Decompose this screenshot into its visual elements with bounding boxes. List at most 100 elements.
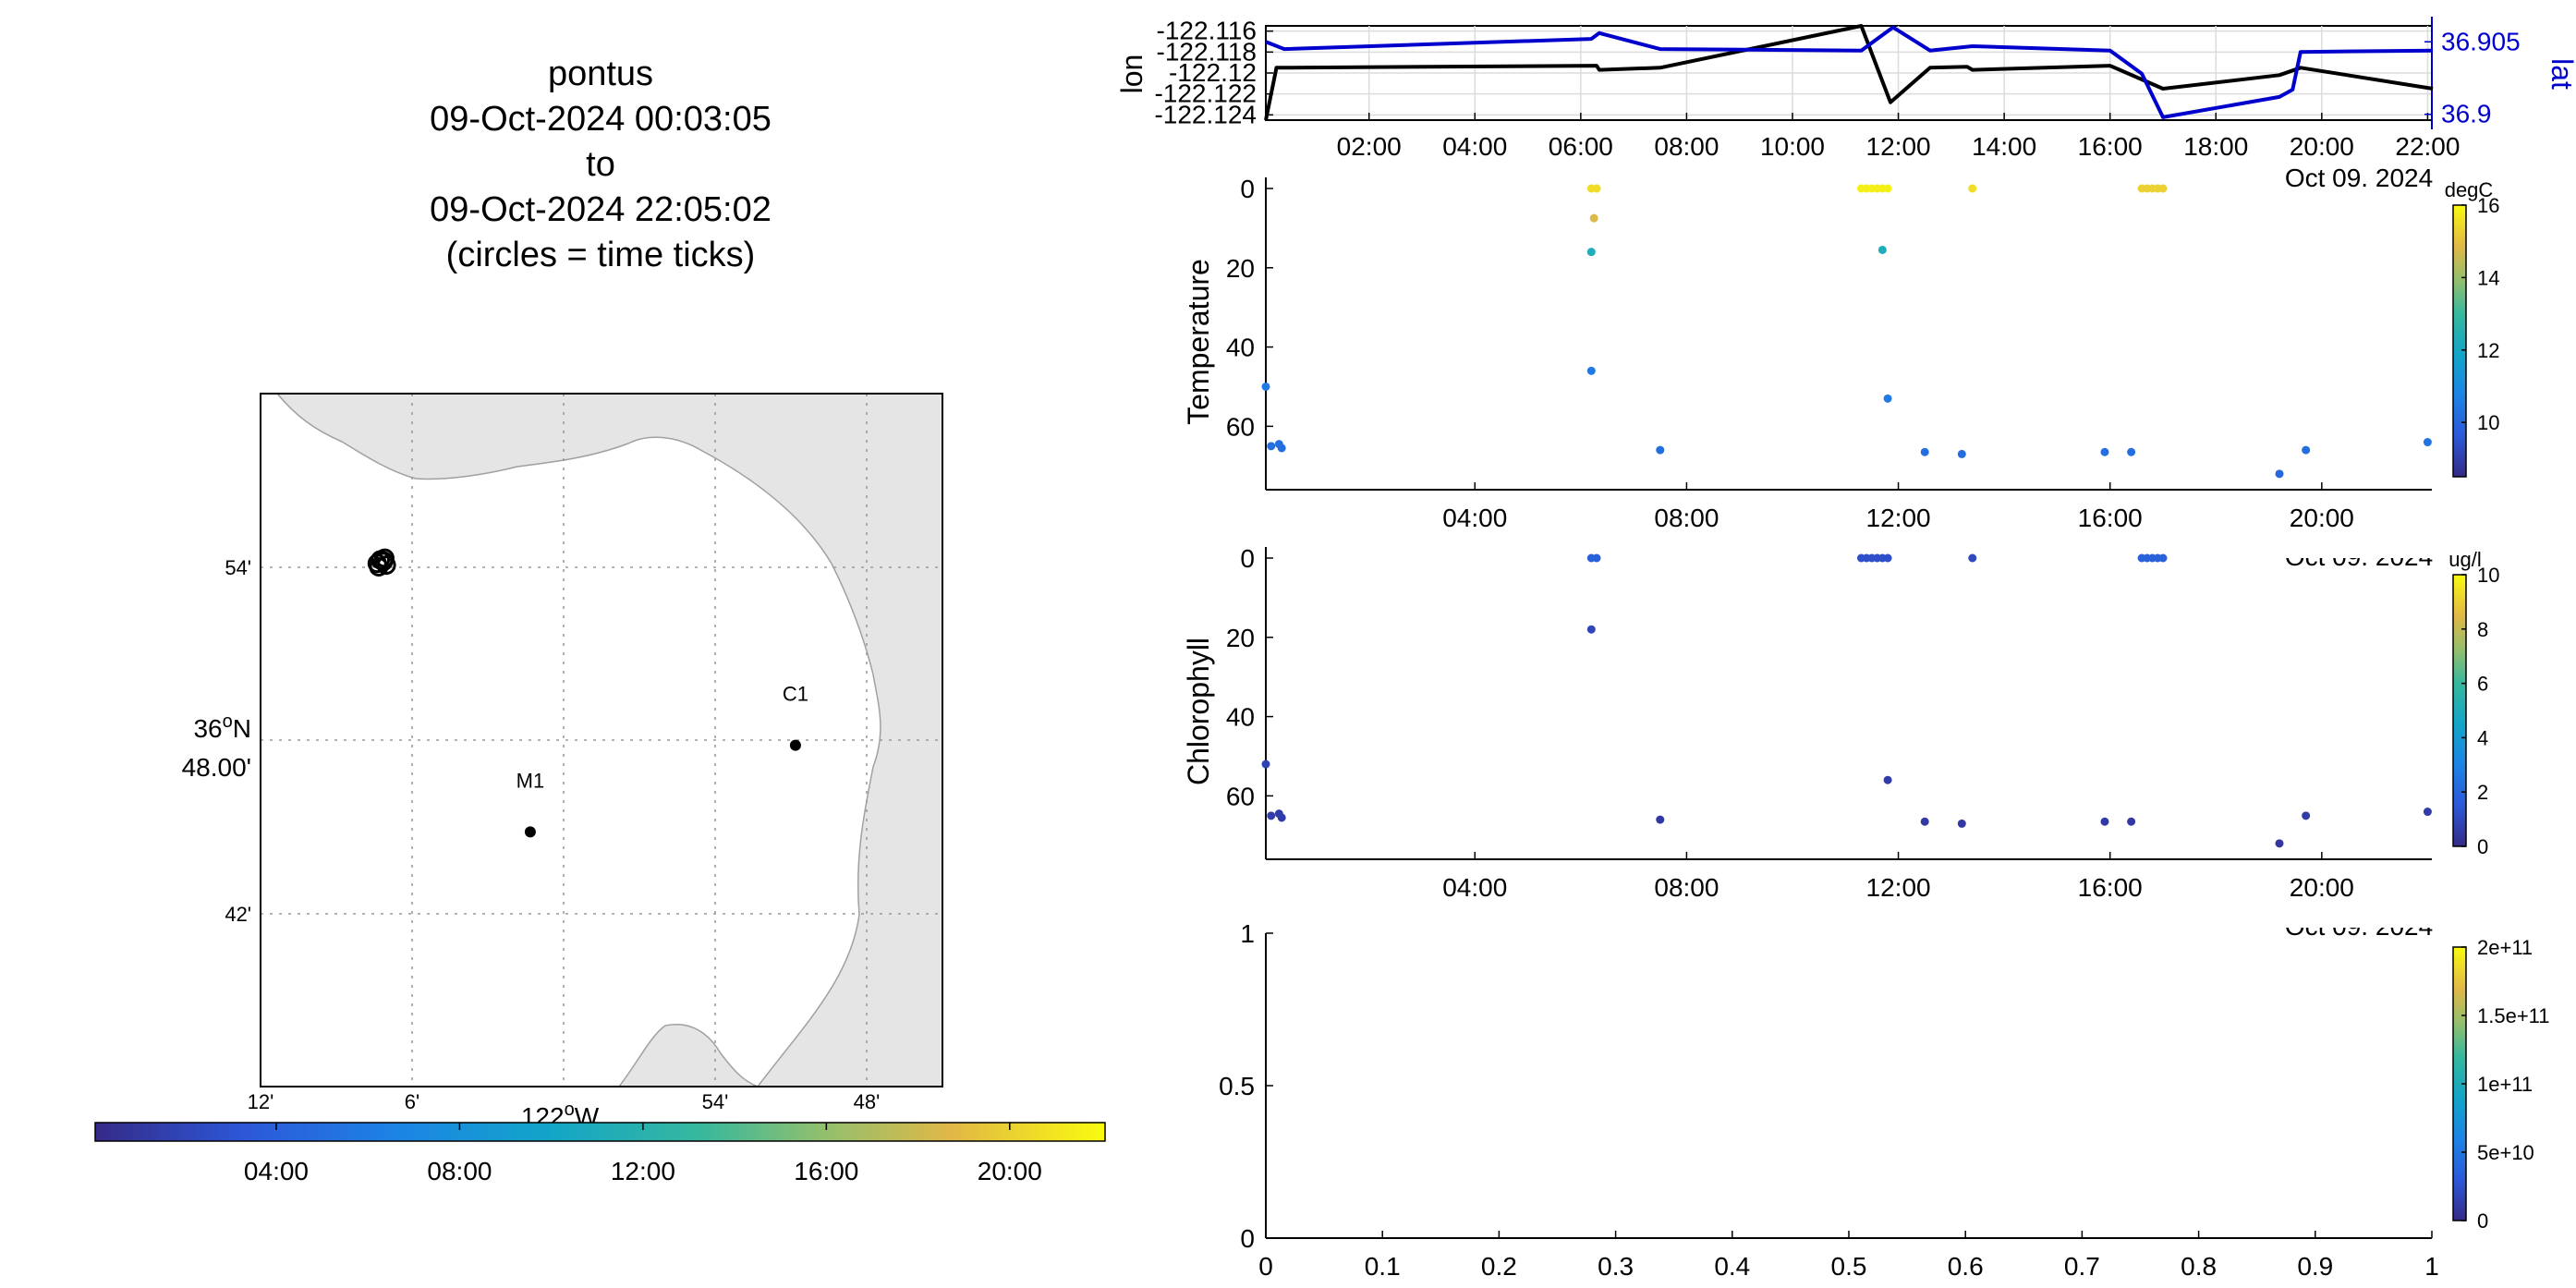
position-ytick-left-label: -122.124 xyxy=(1154,100,1257,128)
map-land-south xyxy=(617,1024,759,1088)
temperature-point xyxy=(1267,442,1276,451)
temperature-xtick-label: 04:00 xyxy=(1442,504,1507,532)
map-lon-tick-12: 12' xyxy=(248,1090,274,1113)
position-xtick-label: 02:00 xyxy=(1337,132,1402,161)
map-lat-tick-48: 48.00' xyxy=(182,753,251,782)
temperature-point xyxy=(1920,447,1929,456)
position-ytick-left-label: -122.116 xyxy=(1157,17,1257,45)
map-track-point xyxy=(376,555,396,576)
position-xtick-label: 18:00 xyxy=(2183,132,2248,161)
temperature-point xyxy=(2275,469,2284,479)
temperature-date-mask xyxy=(1266,499,2467,558)
chlorophyll-point xyxy=(1267,811,1276,820)
position-xtick-label: 12:00 xyxy=(1866,132,1931,161)
position-ytick-left-label: -122.122 xyxy=(1154,79,1257,108)
position-panel: 02:00 04:00 06:00 08:00 10:00 12:00 14:00 16:00… xyxy=(1115,17,2576,192)
temperature-point xyxy=(1968,184,1977,193)
chlorophyll-ylabel: Chlorophyll xyxy=(1182,638,1215,785)
temperature-colorbar-label: 12 xyxy=(2477,339,2499,362)
map-colorbar-gradient xyxy=(94,1122,1106,1142)
chlorophyll-colorbar-label: 0 xyxy=(2477,835,2488,858)
position-ylabel-right: lat xyxy=(2546,58,2576,90)
map-lat-tick-42: 42' xyxy=(225,903,251,926)
position-ylabel-left: lon xyxy=(1115,55,1148,94)
position-xtick-label: 22:00 xyxy=(2395,132,2460,161)
temperature-unit: degC xyxy=(2445,178,2494,201)
map-colorbar: 04:00 08:00 12:00 16:00 20:00 xyxy=(94,1122,1106,1185)
temperature-ylabel: Temperature xyxy=(1182,259,1215,425)
empty-colorbar-label: 0 xyxy=(2477,1209,2488,1233)
chlorophyll-point xyxy=(1920,817,1929,826)
empty-ytick-label: 0 xyxy=(1240,1224,1255,1253)
chlorophyll-point xyxy=(1261,759,1270,769)
empty-colorbar-label: 1.5e+11 xyxy=(2477,1004,2550,1027)
chlorophyll-colorbar-label: 4 xyxy=(2477,726,2488,749)
temperature-point xyxy=(1877,245,1887,254)
temperature-xtick-label: 20:00 xyxy=(2290,504,2354,532)
map-panel: 54' 36oN 48.00' 42' 12' 6' 122oW 54' 48'… xyxy=(182,393,943,1131)
temperature-colorbar-label: 10 xyxy=(2477,411,2499,434)
map-colorbar-label: 12:00 xyxy=(611,1157,675,1185)
position-xtick-label: 16:00 xyxy=(2078,132,2143,161)
temperature-point xyxy=(1883,184,1892,193)
temperature-colorbar-label: 14 xyxy=(2477,266,2499,289)
temperature-point xyxy=(1592,184,1601,193)
map-colorbar-label: 04:00 xyxy=(244,1157,309,1185)
chlorophyll-point xyxy=(1883,553,1892,563)
chlorophyll-xtick-label: 20:00 xyxy=(2290,873,2354,902)
position-ytick-right-label: 36.9 xyxy=(2441,100,2492,128)
empty-xtick-label: 0.7 xyxy=(2064,1252,2100,1281)
chlorophyll-point xyxy=(2158,553,2168,563)
position-xtick-label: 06:00 xyxy=(1549,132,1613,161)
map-lat-tick-54: 54' xyxy=(225,556,251,579)
empty-xtick-label: 1 xyxy=(2424,1252,2439,1281)
temperature-point xyxy=(2127,447,2136,456)
chlorophyll-colorbar-label: 8 xyxy=(2477,618,2488,641)
temperature-ytick-label: 40 xyxy=(1226,334,1255,362)
position-xtick-label: 14:00 xyxy=(1972,132,2036,161)
empty-xtick-label: 0.9 xyxy=(2297,1252,2333,1281)
chlorophyll-point xyxy=(1957,819,1966,828)
map-lon-tick-6: 6' xyxy=(405,1090,419,1113)
temperature-point xyxy=(1656,445,1665,455)
title-line-4: 09-Oct-2024 22:05:02 xyxy=(430,190,772,229)
position-xtick-label: 04:00 xyxy=(1442,132,1507,161)
chlorophyll-ytick-label: 60 xyxy=(1226,782,1255,810)
position-series-lat xyxy=(1265,25,2434,119)
temperature-point xyxy=(2302,445,2311,455)
temperature-point xyxy=(1586,248,1596,257)
map-track-point xyxy=(373,551,394,571)
title-line-5: (circles = time ticks) xyxy=(446,236,756,274)
temperature-ytick-label: 20 xyxy=(1226,254,1255,283)
map-lon-tick-48: 48' xyxy=(854,1090,881,1113)
title-line-1: pontus xyxy=(548,55,653,93)
chlorophyll-ytick-label: 40 xyxy=(1226,703,1255,732)
chlorophyll-xtick-label: 16:00 xyxy=(2078,873,2143,902)
position-ytick-left-label: -122.118 xyxy=(1157,37,1257,66)
chlorophyll-colorbar xyxy=(2452,574,2467,847)
position-xtick-label: 10:00 xyxy=(1760,132,1825,161)
chlorophyll-unit: ug/l xyxy=(2448,548,2481,571)
temperature-colorbar-label: 16 xyxy=(2477,194,2499,217)
chlorophyll-xtick-label: 08:00 xyxy=(1654,873,1719,902)
temperature-ytick-label: 0 xyxy=(1240,175,1255,203)
temperature-point xyxy=(1586,366,1596,375)
empty-xtick-label: 0.1 xyxy=(1365,1252,1401,1281)
position-ytick-left-label: -122.12 xyxy=(1169,58,1257,87)
chlorophyll-xtick-label: 04:00 xyxy=(1442,873,1507,902)
chlorophyll-point xyxy=(2302,811,2311,820)
chlorophyll-date-mask xyxy=(1266,869,2467,928)
temperature-point xyxy=(1957,449,1966,458)
temperature-point xyxy=(1883,394,1892,403)
temperature-colorbar xyxy=(2452,204,2467,478)
map-lon-tick-54: 54' xyxy=(702,1090,729,1113)
empty-xtick-label: 0.6 xyxy=(1948,1252,1984,1281)
map-colorbar-label: 16:00 xyxy=(794,1157,858,1185)
map-colorbar-label: 20:00 xyxy=(978,1157,1042,1185)
chlorophyll-point xyxy=(2100,817,2109,826)
station-label-m1: M1 xyxy=(516,769,545,792)
map-frame xyxy=(260,393,943,1088)
position-ytick-right-label: 36.905 xyxy=(2441,27,2521,55)
station-marker-m1 xyxy=(524,826,536,838)
